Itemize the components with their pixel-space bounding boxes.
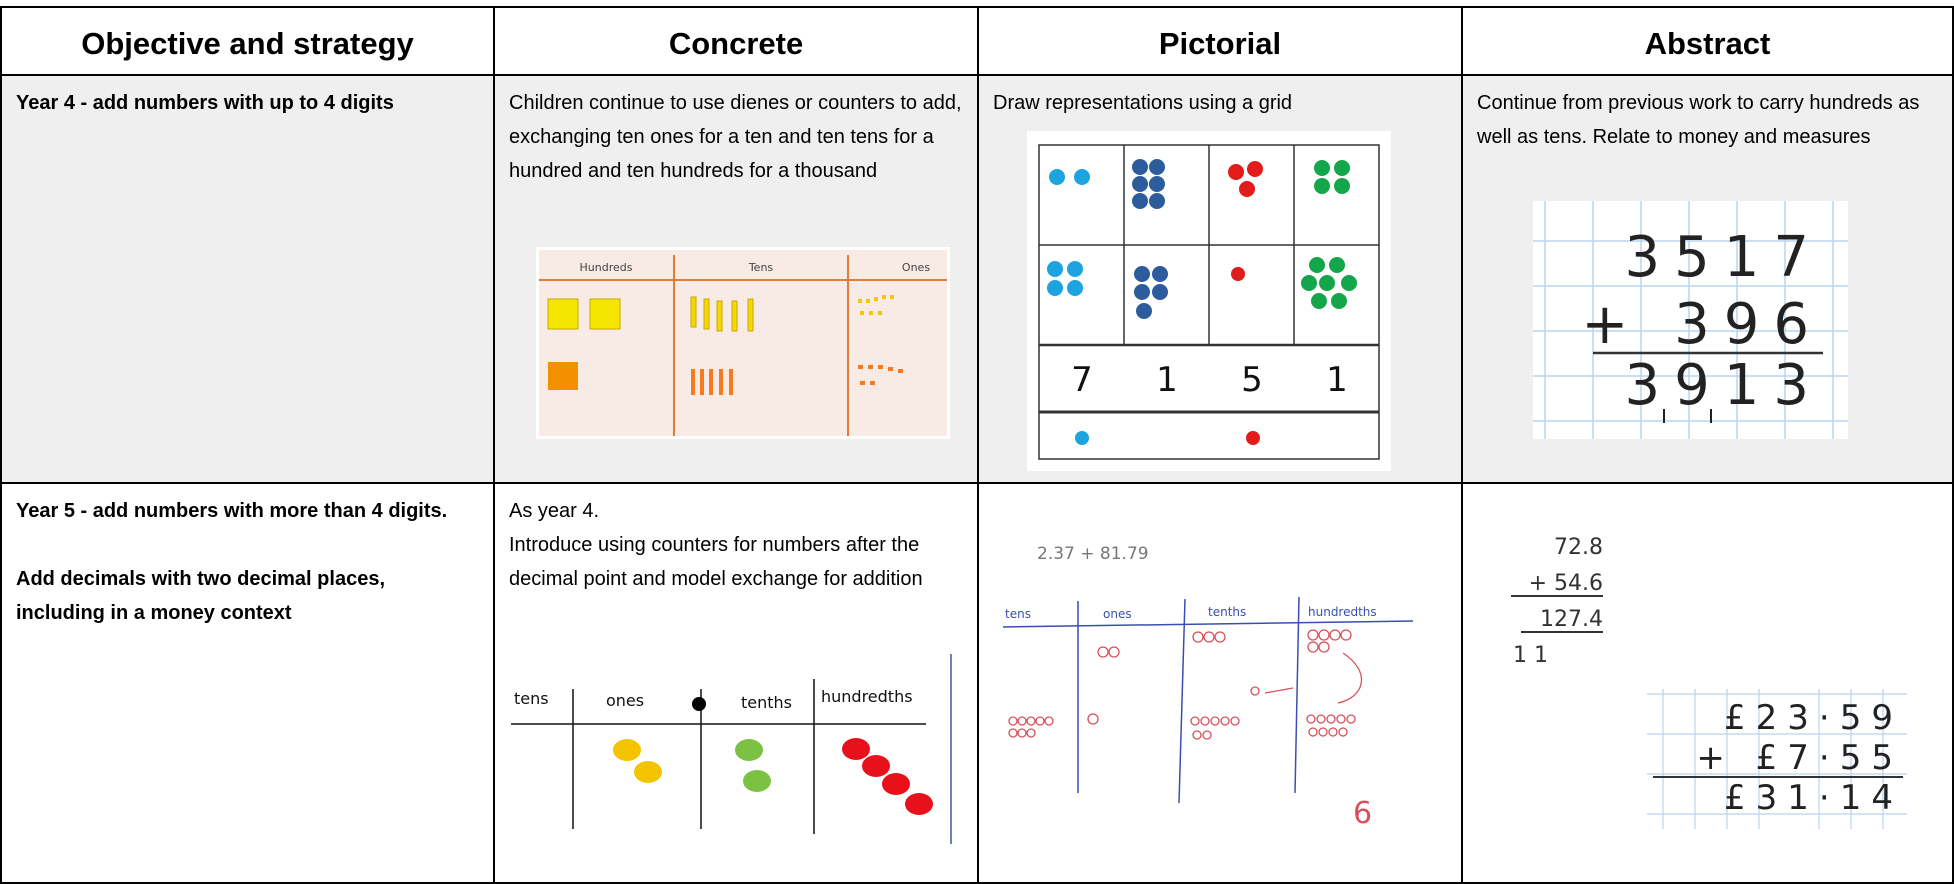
text: As year 4. [509,500,600,522]
cell: Year 5 - add numbers with more than 4 di… [0,484,495,884]
cell [979,484,1463,884]
place-value-image: Hundreds Tens Ones [536,247,950,439]
text: Year 4 - add numbers with up to 4 digits [16,92,394,114]
digit: 1 [1156,360,1178,400]
label: Hundreds [580,261,633,274]
addend: + 54.6 [1529,571,1603,596]
addend: + 396 [1581,292,1823,357]
handwritten-grid-image: 2.37 + 81.79 tens ones tenths hundredths… [1003,523,1427,835]
decimal-addition-image: 72.8 + 54.6 127.4 1 1 £23·59 + £7·55 £31… [1511,535,1907,829]
label: tenths [1208,605,1246,619]
cell: As year 4. Introduce using counters for n… [495,484,979,884]
note: 6 [1353,796,1372,831]
header-cell: Objective and strategy [0,6,495,76]
addend: 72.8 [1554,535,1603,560]
label: Ones [902,261,930,274]
label: ones [606,691,644,710]
money-sum: £31·14 [1724,778,1903,818]
label: ones [1103,607,1132,621]
sum: 3913 [1624,353,1823,418]
digit: 5 [1241,360,1263,400]
text: Children continue to use dienes or count… [509,92,962,182]
text: Add decimals with two decimal places, in… [16,568,385,624]
label: Tens [748,261,774,274]
cell [1463,484,1954,884]
label: tenths [741,693,792,712]
sum: 127.4 [1540,607,1603,632]
text: Introduce using counters for numbers aft… [509,534,923,590]
carry: 1 1 [1513,643,1548,668]
header-cell: Abstract [1463,6,1954,76]
column-addition-image: 3517 + 396 3913 [1533,201,1848,439]
text: Year 5 - add numbers with more than 4 di… [16,500,448,522]
addend: 3517 [1624,225,1823,290]
label: tens [514,689,549,708]
header-cell: Pictorial [979,6,1463,76]
label: hundredths [821,687,913,706]
header-cell: Concrete [495,6,979,76]
money-addend: + £7·55 [1696,738,1903,778]
text: Continue from previous work to carry hun… [1477,92,1920,148]
sum-label: 2.37 + 81.79 [1037,544,1149,564]
digit: 1 [1326,360,1348,400]
digit: 7 [1071,360,1093,400]
grid-image: 7 1 5 1 [1027,131,1391,471]
decimal-counters-image: tens ones tenths hundredths [511,654,952,844]
label: tens [1005,607,1031,621]
money-addend: £23·59 [1724,698,1903,738]
text: Draw representations using a grid [993,92,1293,114]
label: hundredths [1308,605,1377,619]
cell: Year 4 - add numbers with up to 4 digits [0,76,495,484]
